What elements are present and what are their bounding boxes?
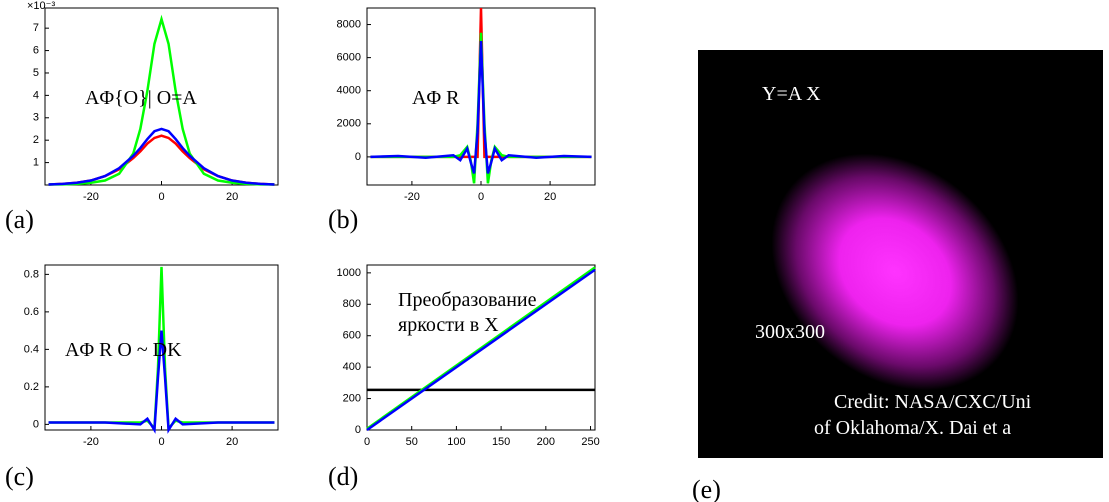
chart: 0 50 100 150 200 250 0 200 400 600 800 1000 Преобраз… — [328, 264, 600, 491]
x-tick-label: 20 — [544, 191, 556, 203]
y-tick-label: 4000 — [337, 85, 361, 97]
data-line — [48, 330, 275, 434]
data-line — [370, 41, 592, 174]
x-tick-label: 150 — [492, 436, 510, 448]
annotation: AΦ{O}| O=A — [85, 87, 197, 109]
y-tick-label: 0.4 — [24, 343, 39, 355]
panel-label: (b) — [328, 205, 358, 234]
x-tick-label: 20 — [226, 191, 238, 203]
x-tick-label: 200 — [537, 436, 555, 448]
y-tick-label: 600 — [343, 330, 361, 342]
annotation: яркости в X — [398, 314, 499, 336]
x-tick-label: 20 — [226, 436, 238, 448]
data-line — [48, 266, 275, 432]
annotation: AΦ R — [412, 87, 460, 109]
y-tick-label: 400 — [343, 361, 361, 373]
y-tick-label: 0 — [355, 151, 361, 163]
y-tick-label: 6000 — [337, 52, 361, 64]
image-text: 300x300 — [755, 321, 825, 343]
y-tick-label: 2000 — [337, 118, 361, 130]
x-tick-label: -20 — [83, 191, 99, 203]
x-tick-label: -20 — [404, 191, 420, 203]
y-tick-label: 0.6 — [24, 306, 39, 318]
x-tick-label: 0 — [364, 436, 370, 448]
panel-label: (e) — [692, 475, 721, 502]
x-tick-label: 0 — [158, 436, 164, 448]
annotation: Преобразование — [398, 289, 537, 311]
x-tick-label: -20 — [83, 436, 99, 448]
data-line — [366, 268, 596, 432]
x-tick-label: 100 — [447, 436, 465, 448]
x-tick-label: 0 — [158, 191, 164, 203]
data-line — [48, 14, 275, 186]
y-tick-label: 0.2 — [24, 381, 39, 393]
y-tick-label: 6 — [33, 44, 39, 56]
panel-label: (a) — [5, 205, 34, 234]
y-tick-label: 5 — [33, 67, 39, 79]
image-text: Credit: NASA/CXC/Uni — [834, 391, 1032, 413]
panel-label: (d) — [328, 462, 358, 491]
chart: -20 0 20 1 2 3 4 5 6 7 ×10⁻³ AΦ{O}| O=A (a) — [5, 0, 279, 234]
x-tick-label: 0 — [478, 191, 484, 203]
image-panel: Y=A X 300x300 Credit: NASA/CXC/Uni of Ok… — [692, 50, 1103, 502]
magenta-blob — [771, 153, 1019, 391]
data-line — [370, 32, 592, 184]
y-tick-label: 800 — [343, 298, 361, 310]
y-tick-label: 2 — [33, 134, 39, 146]
y-tick-label: 200 — [343, 392, 361, 404]
chart: -20 0 20 0 2000 4000 6000 8000 AΦ R (b) — [328, 7, 596, 234]
panel-label: (c) — [5, 462, 34, 491]
chart: -20 0 20 0 0.2 0.4 0.6 0.8 AΦ R O ~ DK (c) — [5, 264, 279, 491]
data-line — [48, 127, 275, 186]
y-tick-label: 0.8 — [24, 268, 39, 280]
x-tick-label: 250 — [581, 436, 599, 448]
y-tick-label: 4 — [33, 89, 39, 101]
plot-frame — [44, 7, 279, 186]
y-tick-label: 1 — [33, 157, 39, 169]
annotation: AΦ R O ~ DK — [65, 339, 182, 361]
y-tick-label: 3 — [33, 112, 39, 124]
image-text: Y=A X — [762, 83, 821, 105]
y-tick-label: 8000 — [337, 18, 361, 30]
y-tick-label: 1000 — [337, 267, 361, 279]
y-tick-label: 7 — [33, 22, 39, 34]
image-text: of Oklahoma/X. Dai et a — [814, 417, 1011, 439]
y-tick-label: 0 — [33, 418, 39, 430]
y-multiplier: ×10⁻³ — [27, 0, 55, 12]
x-tick-label: 50 — [406, 436, 418, 448]
y-tick-label: 0 — [355, 424, 361, 436]
